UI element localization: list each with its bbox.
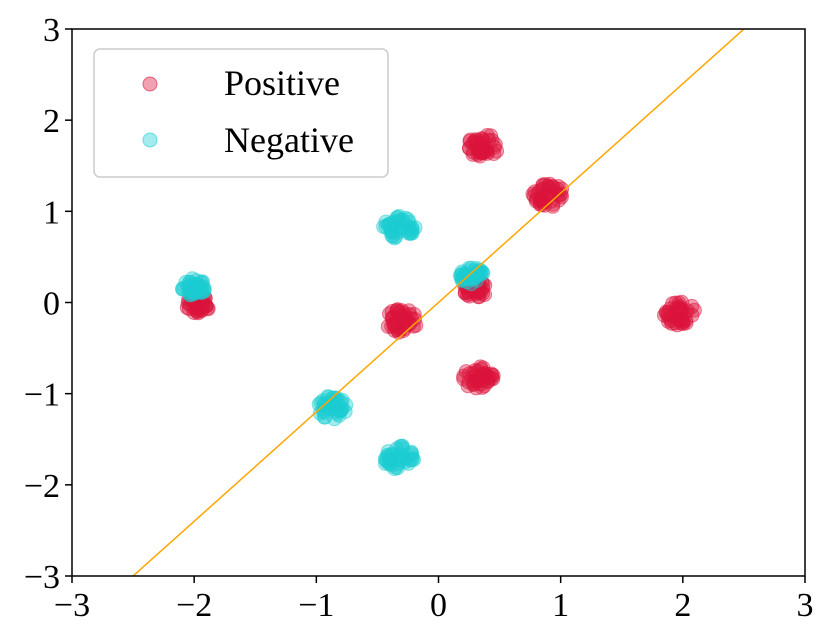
y-tick-label: 1	[43, 194, 60, 231]
positive-point	[487, 137, 503, 152]
positive-points	[179, 128, 702, 396]
y-tick-label: 2	[43, 103, 60, 140]
positive-point	[684, 298, 700, 314]
positive-point	[533, 192, 549, 208]
negative-point	[461, 271, 477, 287]
negative-point	[383, 216, 398, 232]
negative-point	[472, 262, 488, 278]
negative-point	[180, 279, 196, 294]
positive-point	[198, 298, 214, 314]
positive-point	[456, 371, 472, 387]
y-axis: −3 −2 −1 0 1 2 3	[24, 12, 72, 596]
legend-marker-negative	[142, 132, 158, 148]
negative-point	[192, 278, 208, 294]
positive-point	[671, 305, 687, 321]
y-tick-label: −2	[24, 468, 60, 505]
x-tick-label: −2	[176, 587, 212, 624]
negative-point	[316, 409, 332, 425]
positive-point	[390, 314, 405, 330]
x-tick-label: 1	[552, 587, 569, 624]
decision-boundary-line	[131, 29, 746, 576]
negative-point	[377, 451, 393, 467]
negative-point	[333, 394, 349, 410]
y-tick-label: −1	[24, 377, 60, 414]
y-tick-label: −3	[24, 559, 60, 596]
legend-label-negative: Negative	[224, 120, 354, 160]
x-axis: −3 −2 −1 0 1 2 3	[54, 576, 814, 624]
positive-point	[462, 366, 478, 382]
positive-point	[479, 369, 495, 385]
x-tick-label: −1	[298, 587, 334, 624]
positive-point	[407, 311, 423, 327]
legend-marker-positive	[142, 76, 158, 92]
x-tick-label: 2	[674, 587, 691, 624]
negative-points	[175, 208, 491, 477]
negative-point	[178, 274, 194, 290]
legend: Positive Negative	[93, 48, 389, 178]
positive-point	[401, 303, 417, 319]
positive-point	[550, 179, 566, 194]
positive-point	[389, 303, 405, 319]
x-tick-label: 0	[430, 587, 447, 624]
positive-point	[475, 371, 490, 387]
legend-box	[93, 48, 389, 178]
negative-point	[395, 441, 411, 457]
negative-point	[182, 277, 198, 293]
positive-point	[669, 300, 685, 316]
y-tick-label: 0	[43, 286, 60, 323]
y-tick-label: 3	[43, 12, 60, 49]
legend-label-positive: Positive	[224, 63, 340, 103]
positive-point	[471, 143, 487, 159]
negative-point	[401, 214, 417, 230]
positive-point	[675, 314, 691, 330]
negative-point	[388, 459, 404, 475]
x-tick-label: 3	[797, 587, 814, 624]
x-tick-label: −3	[54, 587, 90, 624]
